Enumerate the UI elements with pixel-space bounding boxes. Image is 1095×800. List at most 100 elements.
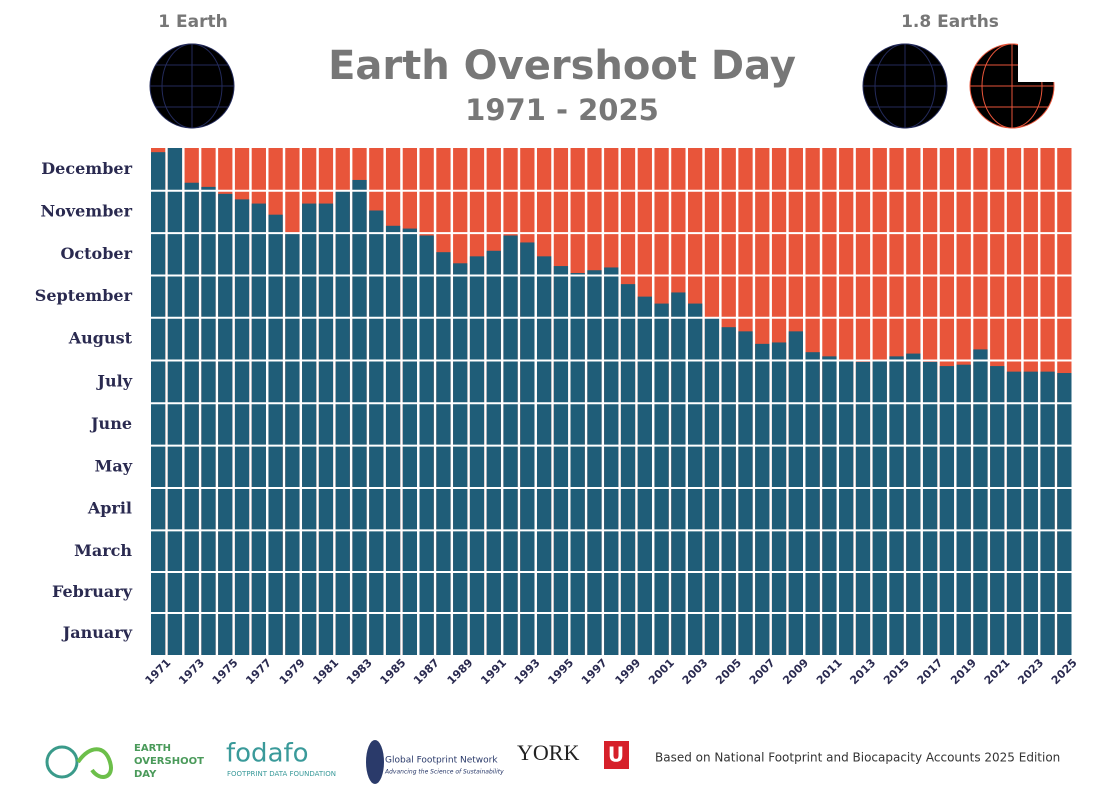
x-tick-label: 2023	[1015, 656, 1046, 687]
chart-subtitle: 1971 - 2025	[465, 93, 659, 127]
bar	[453, 263, 468, 655]
bar	[520, 242, 535, 656]
bar	[637, 296, 652, 655]
bar	[872, 360, 887, 655]
bar	[1057, 373, 1072, 655]
logo-text: Global Footprint Network	[385, 756, 498, 766]
x-tick-label: 1991	[478, 656, 509, 687]
chart-title: Earth Overshoot Day	[328, 43, 796, 89]
bar	[922, 361, 938, 655]
globe-icon	[862, 43, 948, 129]
x-tick-label: 1977	[243, 656, 274, 687]
x-tick-label: 2009	[780, 656, 811, 687]
footer-note: Based on National Footprint and Biocapac…	[655, 751, 1060, 765]
x-tick-label: 2003	[680, 656, 711, 687]
globe-icon	[149, 43, 235, 129]
bar	[906, 353, 921, 655]
bar	[369, 210, 384, 656]
bar	[688, 303, 703, 655]
x-tick-label: 1981	[310, 656, 341, 687]
bar	[704, 317, 720, 655]
bar	[1006, 371, 1022, 655]
bar	[385, 225, 401, 655]
bar	[1023, 371, 1038, 655]
x-tick-label: 1999	[613, 656, 644, 687]
y-tick-label: February	[52, 582, 133, 601]
right-label: 1.8 Earths	[901, 12, 999, 32]
x-tick-label: 1971	[143, 656, 174, 687]
y-tick-label: March	[74, 541, 132, 560]
bar	[654, 303, 669, 655]
plot: January February March April May June July Augu…	[35, 148, 1080, 687]
x-tick-label: 2019	[948, 656, 979, 687]
x-tick-label: 1973	[176, 656, 207, 687]
bar	[822, 356, 837, 655]
x-tick-label: 2011	[814, 656, 845, 687]
bar	[352, 179, 367, 656]
bar	[553, 266, 569, 655]
x-tick-label: 2007	[747, 656, 778, 687]
x-tick-label: 1989	[445, 656, 476, 687]
x-tick-label: 2025	[1049, 656, 1080, 687]
y-tick-label: September	[35, 286, 133, 305]
bar	[855, 361, 871, 655]
bar	[184, 182, 199, 656]
x-tick-label: 1979	[277, 656, 308, 687]
x-tick-label: 2015	[881, 656, 912, 687]
logo-text: YORK	[517, 740, 579, 765]
y-tick-label: July	[95, 372, 132, 391]
x-tick-label: 1975	[210, 656, 241, 687]
bar	[486, 250, 501, 655]
left-label: 1 Earth	[158, 12, 227, 32]
bar	[587, 270, 602, 655]
bar	[335, 191, 350, 655]
x-tick-label: 2013	[847, 656, 878, 687]
y-tick-label: June	[89, 414, 132, 433]
bar	[167, 148, 183, 655]
x-tick-label: 1997	[579, 656, 610, 687]
y-tick-label: January	[61, 623, 133, 642]
x-tick-label: 1983	[344, 656, 375, 687]
bar	[738, 331, 753, 655]
x-tick-label: 1995	[545, 656, 576, 687]
logo-subtext: FOOTPRINT DATA FOUNDATION	[227, 770, 336, 778]
bar	[721, 327, 736, 655]
y-tick-label: December	[41, 159, 132, 178]
bar	[218, 193, 233, 655]
bar	[251, 203, 266, 655]
logo-subtext: Advancing the Science of Sustainability	[384, 769, 504, 776]
x-tick-label: 2005	[713, 656, 744, 687]
y-tick-label: August	[68, 328, 133, 347]
bar	[201, 186, 216, 655]
bar	[604, 267, 619, 655]
logo-text: U	[608, 743, 624, 767]
bar	[939, 366, 955, 655]
bar	[285, 232, 300, 655]
logo-icon	[45, 745, 79, 779]
y-tick-label: November	[41, 201, 133, 220]
bar	[318, 203, 334, 655]
bar	[268, 214, 283, 656]
bar	[234, 199, 250, 655]
bar	[536, 256, 552, 655]
bar	[805, 352, 820, 655]
x-tick-label: 1987	[411, 656, 442, 687]
bar	[973, 349, 988, 655]
x-tick-label: 2021	[982, 656, 1013, 687]
logo-text: DAY	[134, 769, 157, 780]
logo-icon	[366, 740, 384, 784]
bar	[402, 228, 418, 655]
logo-box	[604, 741, 629, 769]
bar	[755, 343, 770, 655]
y-tick-label: May	[95, 456, 133, 475]
logo-text: OVERSHOOT	[134, 756, 204, 767]
bar	[839, 360, 854, 655]
footer: EARTH OVERSHOOT DAY fodafo FOOTPRINT DAT…	[45, 739, 1060, 784]
partial-globe-icon	[969, 40, 1058, 129]
bar	[1040, 371, 1055, 655]
bar	[302, 203, 317, 655]
y-tick-label: April	[87, 499, 132, 518]
logo-text: EARTH	[134, 743, 171, 754]
x-tick-label: 2001	[646, 656, 677, 687]
bar	[889, 356, 904, 655]
